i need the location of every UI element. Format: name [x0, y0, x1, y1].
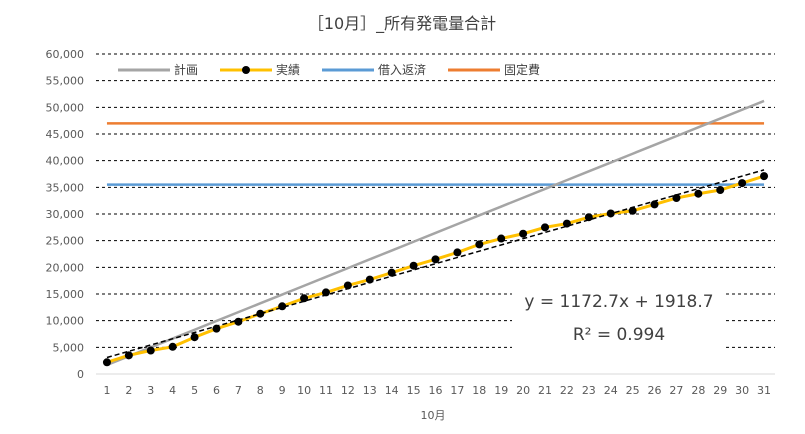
data-point-actual	[519, 229, 528, 238]
data-point-actual	[343, 281, 352, 290]
x-tick-label: 11	[319, 384, 333, 397]
y-tick-label: 20,000	[46, 261, 85, 274]
legend-label: 計画	[174, 62, 198, 77]
y-tick-label: 0	[77, 368, 84, 381]
x-tick-label: 12	[341, 384, 355, 397]
legend: 計画 実績 借入返済 固定費	[118, 62, 540, 77]
data-point-actual	[431, 255, 440, 264]
x-tick-label: 31	[757, 384, 771, 397]
x-tick-label: 13	[363, 384, 377, 397]
series-line-計画	[106, 99, 765, 367]
x-tick-label: 10	[297, 384, 311, 397]
x-tick-label: 5	[191, 384, 198, 397]
x-tick-label: 27	[669, 384, 683, 397]
x-tick-label: 21	[538, 384, 552, 397]
data-point-actual	[234, 317, 243, 326]
x-tick-label: 14	[385, 384, 399, 397]
y-tick-label: 30,000	[46, 208, 85, 221]
data-point-actual	[694, 189, 703, 198]
data-point-actual	[716, 186, 725, 194]
y-tick-label: 5,000	[53, 341, 85, 354]
legend-label: 実績	[276, 62, 300, 77]
x-tick-label: 20	[516, 384, 530, 397]
x-tick-label: 23	[582, 384, 596, 397]
data-point-actual	[190, 333, 199, 342]
data-point-actual	[650, 200, 659, 209]
data-point-actual	[541, 223, 550, 232]
legend-label: 借入返済	[378, 62, 426, 77]
y-tick-label: 15,000	[46, 288, 85, 301]
y-tick-label: 50,000	[46, 101, 85, 114]
x-tick-label: 3	[147, 384, 154, 397]
data-point-actual	[453, 248, 462, 257]
data-point-actual	[606, 209, 615, 218]
data-point-actual	[146, 346, 155, 355]
data-point-actual	[562, 219, 571, 228]
x-tick-label: 17	[450, 384, 464, 397]
legend-marker	[242, 66, 250, 74]
x-tick-label: 8	[257, 384, 264, 397]
x-tick-label: 1	[103, 384, 110, 397]
x-axis-ticks: 1 2 3 4 5 6 7 8 9 10 11 12 13 14 15 16 17 18 19 20 21 22 23 24 2…	[103, 384, 771, 397]
data-point-actual	[321, 288, 330, 297]
x-tick-label: 16	[429, 384, 443, 397]
data-point-actual	[278, 302, 287, 311]
data-point-actual	[409, 261, 418, 270]
legend-label: 固定費	[504, 62, 540, 77]
y-tick-label: 60,000	[46, 48, 85, 61]
x-tick-label: 7	[235, 384, 242, 397]
x-tick-label: 24	[604, 384, 618, 397]
x-tick-label: 28	[691, 384, 705, 397]
x-tick-label: 22	[560, 384, 574, 397]
data-point-actual	[738, 179, 747, 188]
y-tick-label: 25,000	[46, 235, 85, 248]
data-point-actual	[212, 324, 221, 333]
data-point-actual	[168, 342, 177, 351]
chart-title: ［10月］_所有発電量合計	[308, 14, 496, 34]
data-point-actual	[387, 268, 396, 277]
x-tick-label: 18	[472, 384, 486, 397]
x-tick-label: 30	[735, 384, 749, 397]
x-tick-label: 9	[279, 384, 286, 397]
data-point-actual	[124, 351, 133, 360]
trendline-layer	[102, 169, 769, 367]
y-tick-label: 40,000	[46, 155, 85, 168]
x-tick-label: 6	[213, 384, 220, 397]
trendline-r-squared: R² = 0.994	[573, 325, 665, 345]
data-point-actual	[497, 234, 506, 243]
x-tick-label: 25	[626, 384, 640, 397]
y-axis-ticks: 0 5,000 10,000 15,000 20,000 25,000 30,000 35,0…	[46, 48, 85, 381]
x-tick-label: 15	[407, 384, 421, 397]
x-axis-label: 10月	[421, 409, 446, 422]
x-tick-label: 26	[648, 384, 662, 397]
y-tick-label: 55,000	[46, 75, 85, 88]
data-point-actual	[760, 172, 769, 181]
data-point-actual	[672, 194, 681, 202]
x-tick-label: 2	[125, 384, 132, 397]
x-tick-label: 4	[169, 384, 176, 397]
y-tick-label: 45,000	[46, 128, 85, 141]
trendline-equation: y = 1172.7x + 1918.7	[524, 292, 713, 312]
x-tick-label: 29	[713, 384, 727, 397]
data-point-actual	[475, 240, 484, 249]
data-point-actual	[102, 358, 111, 367]
y-tick-label: 35,000	[46, 181, 85, 194]
x-tick-label: 19	[494, 384, 508, 397]
data-point-actual	[365, 275, 374, 284]
data-point-actual	[300, 294, 309, 303]
data-point-actual	[256, 309, 265, 318]
trendline-label-background	[512, 284, 726, 354]
data-point-actual	[584, 213, 593, 222]
data-point-actual	[628, 206, 637, 215]
y-tick-label: 10,000	[46, 315, 85, 328]
